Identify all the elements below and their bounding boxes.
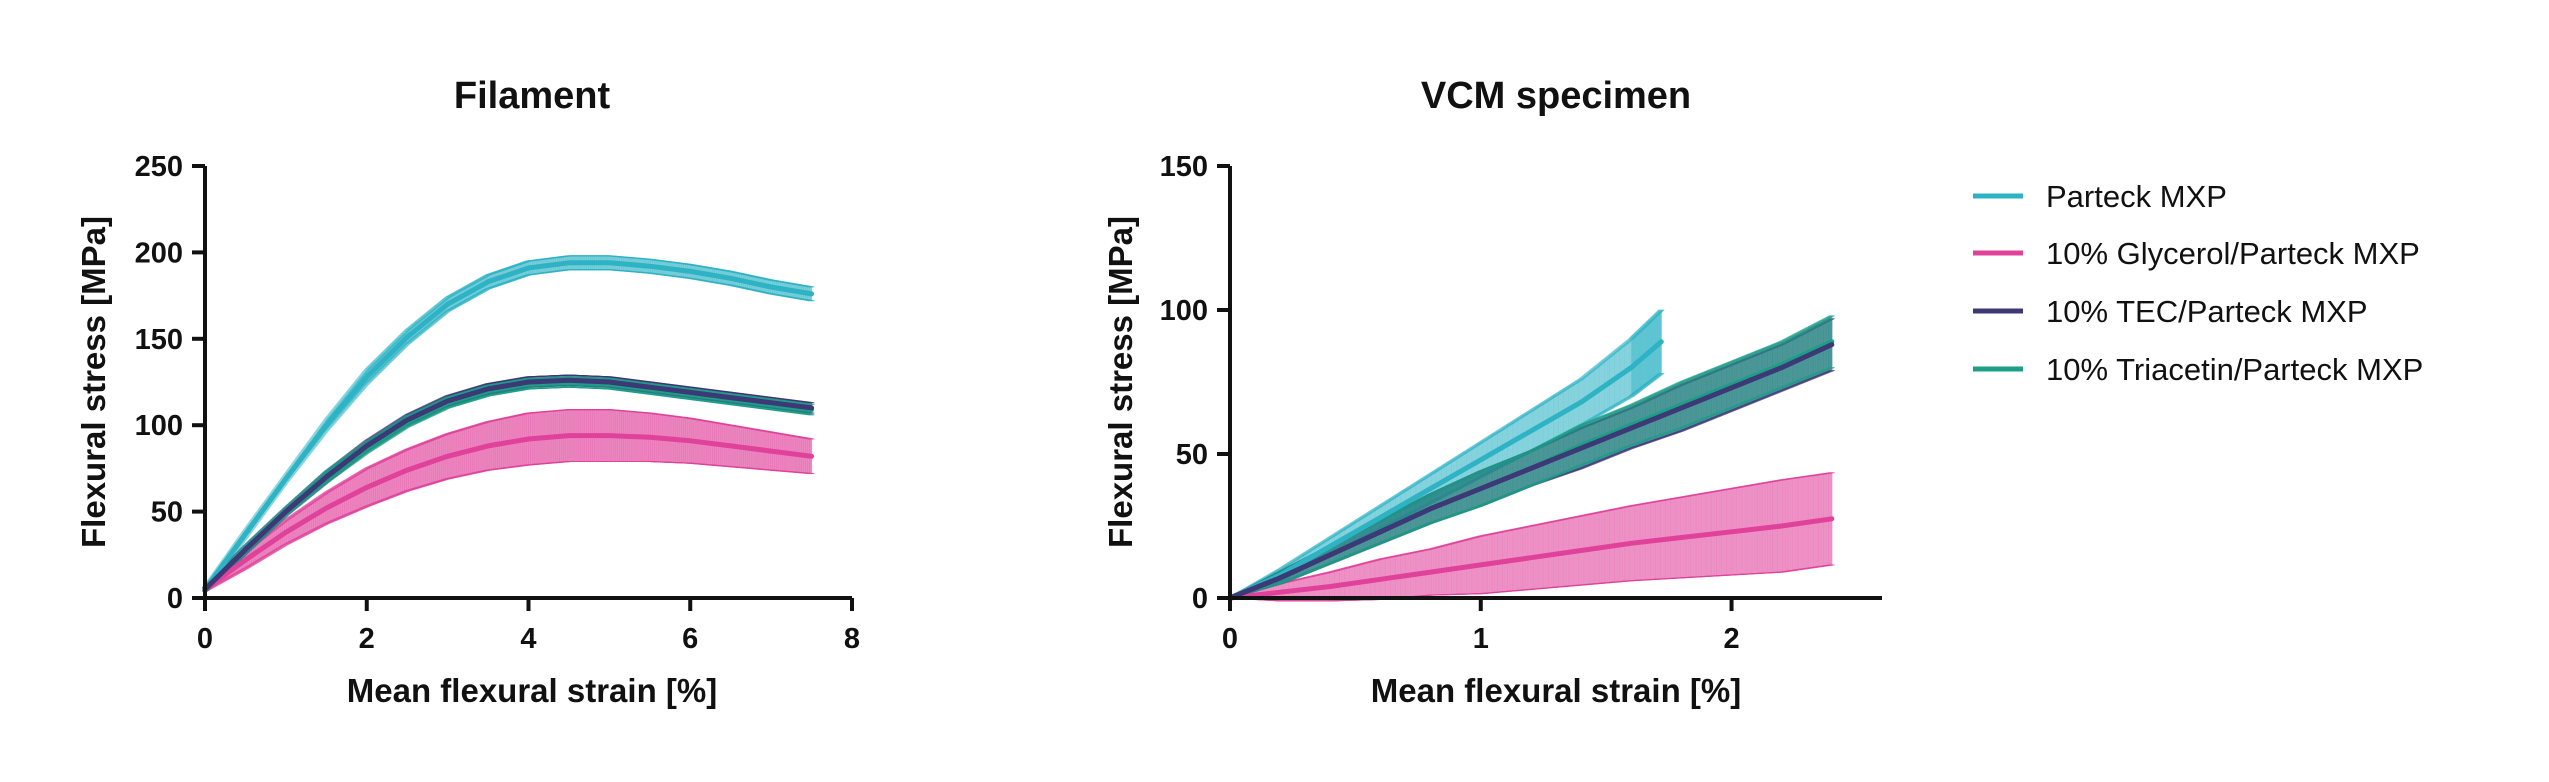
chart-title: Filament	[454, 75, 611, 117]
